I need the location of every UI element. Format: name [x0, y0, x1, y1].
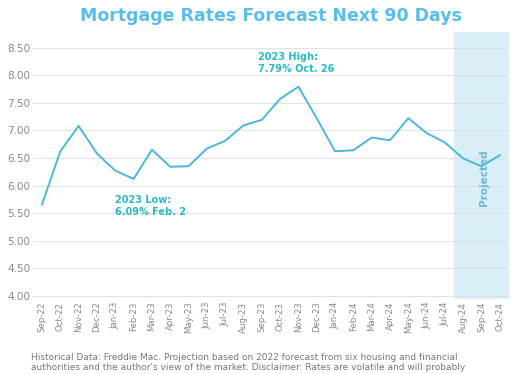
Title: Mortgage Rates Forecast Next 90 Days: Mortgage Rates Forecast Next 90 Days — [80, 7, 462, 25]
Text: 2023 Low:
6.09% Feb. 2: 2023 Low: 6.09% Feb. 2 — [115, 196, 186, 217]
Text: Historical Data: Freddie Mac. Projection based on 2022 forecast from six housing: Historical Data: Freddie Mac. Projection… — [31, 353, 465, 372]
Text: Projected: Projected — [479, 149, 489, 206]
Text: 2023 High:
7.79% Oct. 26: 2023 High: 7.79% Oct. 26 — [258, 52, 334, 74]
Bar — [454, 32, 509, 299]
